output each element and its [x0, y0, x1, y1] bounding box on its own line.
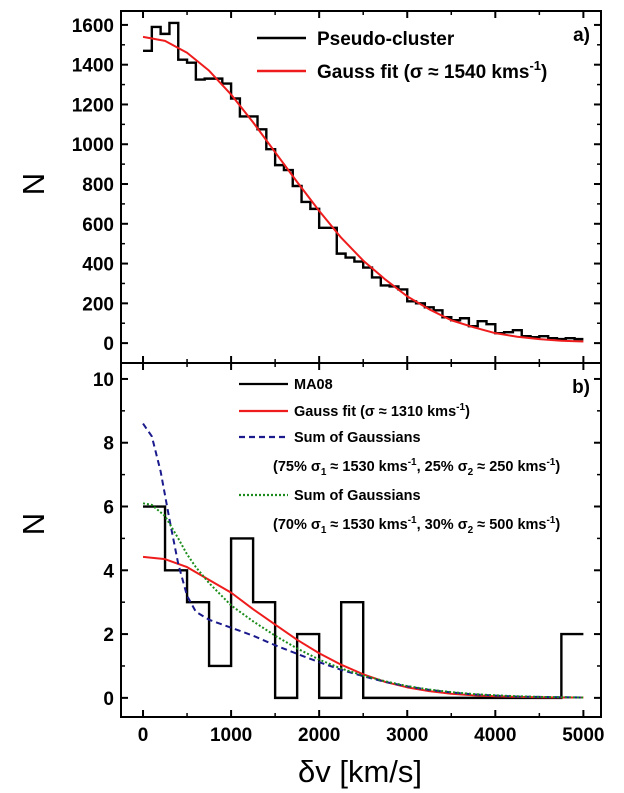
pb-legend-part: ≈ 1530 kms — [326, 459, 407, 475]
pb-x-tick-label-0: 0 — [138, 725, 149, 746]
pb-legend-sub: 2 — [468, 467, 474, 478]
pa-legend-label-0: Pseudo-cluster — [317, 29, 455, 50]
pa-y-tick-label-8: 1600 — [72, 16, 114, 37]
pa-y-tick-label-7: 1400 — [72, 56, 114, 77]
pb-y-tick-label-4: 8 — [103, 434, 114, 455]
pa-y-tick-label-2: 400 — [82, 255, 114, 276]
pb-series-group — [142, 423, 584, 700]
y-axis-title-b: N — [16, 513, 51, 535]
panel-b: 0 1000 2000 3000 4000 5000 0 2 4 6 8 10 b) MA08 Gauss … — [93, 362, 605, 746]
pb-x-tick-label-1: 1000 — [210, 725, 252, 746]
pa-legend-label-1: Gauss fit (σ ≈ 1540 kms-1) — [317, 58, 547, 83]
pb-x-tick-label-3: 3000 — [386, 725, 428, 746]
pb-legend-sup: -1 — [408, 515, 417, 526]
pb-legend-line1: Sum of Gaussians — [294, 488, 421, 504]
pa-legend-close: ) — [541, 62, 547, 83]
pb-panel-label: b) — [572, 377, 590, 398]
pb-y-tick-label-3: 6 — [103, 498, 114, 519]
pb-x-tick-label-2: 2000 — [298, 725, 340, 746]
pb-legend-part: ≈ 250 kms — [473, 459, 546, 475]
pb-legend-sublabel-2: (75% σ1 ≈ 1530 kms-1, 25% σ2 ≈ 250 kms-1… — [273, 457, 560, 478]
pb-legend-label-3: Sum of Gaussians — [294, 488, 421, 504]
pb-plot-frame — [120, 362, 602, 718]
pb-y-tick-label-5: 10 — [93, 370, 114, 391]
pb-legend-label-1: Gauss fit (σ ≈ 1310 kms-1) — [294, 402, 470, 420]
pb-series-3-curve — [142, 502, 584, 699]
pa-panel-label: a) — [573, 25, 590, 46]
pb-legend-label-2: Sum of Gaussians — [294, 430, 421, 446]
pb-legend-part: (75% σ — [273, 459, 321, 475]
pb-legend-sublabel-3: (70% σ1 ≈ 1530 kms-1, 30% σ2 ≈ 500 kms-1… — [273, 515, 560, 536]
pb-legend-part: (70% σ — [273, 517, 321, 533]
pa-series-group — [142, 21, 584, 343]
pb-series-0-histogram — [143, 505, 584, 700]
pb-legend-part: , 25% σ — [417, 459, 468, 475]
pa-y-tick-label-3: 600 — [82, 215, 114, 236]
pb-legend-close: ) — [465, 404, 470, 420]
pa-legend-sup: -1 — [529, 58, 541, 73]
pb-x-tick-label-5: 5000 — [562, 725, 604, 746]
pb-legend-text: MA08 — [294, 377, 333, 393]
pa-legend-text: Gauss fit (σ ≈ 1540 kms — [317, 62, 529, 83]
pb-y-tick-label-2: 4 — [103, 561, 114, 582]
pb-legend-label-0: MA08 — [294, 377, 333, 393]
x-axis-title: δv [km/s] — [298, 754, 422, 789]
pa-legend-text: Pseudo-cluster — [317, 29, 455, 50]
pa-y-tick-label-6: 1200 — [72, 95, 114, 116]
pb-legend-part: ) — [555, 459, 560, 475]
pb-legend-part: ) — [555, 517, 560, 533]
pb-x-tick-label-4: 4000 — [474, 725, 516, 746]
y-axis-title-a: N — [16, 173, 51, 195]
pb-legend-line1: Sum of Gaussians — [294, 430, 421, 446]
pb-legend-part: ≈ 500 kms — [473, 517, 546, 533]
pb-legend-sub: 2 — [468, 525, 474, 536]
pb-legend-sub: 1 — [321, 467, 327, 478]
pb-legend-sup: -1 — [456, 402, 465, 413]
pa-y-tick-label-0: 0 — [103, 334, 114, 355]
pb-y-tick-label-0: 0 — [103, 689, 114, 710]
pb-legend-sup: -1 — [408, 457, 417, 468]
pb-series-2-curve — [142, 423, 584, 699]
pb-legend-sub: 1 — [321, 525, 327, 536]
pa-y-tick-label-5: 1000 — [72, 135, 114, 156]
pb-legend-sup: -1 — [546, 457, 555, 468]
pb-legend-sup: -1 — [546, 515, 555, 526]
panel-a: 0 200 400 600 800 1000 1200 1400 1600 a) Pseudo-cl… — [72, 10, 602, 364]
pb-legend-text: Gauss fit (σ ≈ 1310 kms — [294, 404, 456, 420]
pb-legend-part: , 30% σ — [417, 517, 468, 533]
pb-y-tick-label-1: 2 — [103, 625, 114, 646]
pa-series-1-curve — [142, 35, 584, 343]
pb-legend-part: ≈ 1530 kms — [326, 517, 407, 533]
pa-y-tick-label-4: 800 — [82, 175, 114, 196]
pa-y-tick-label-1: 200 — [82, 294, 114, 315]
